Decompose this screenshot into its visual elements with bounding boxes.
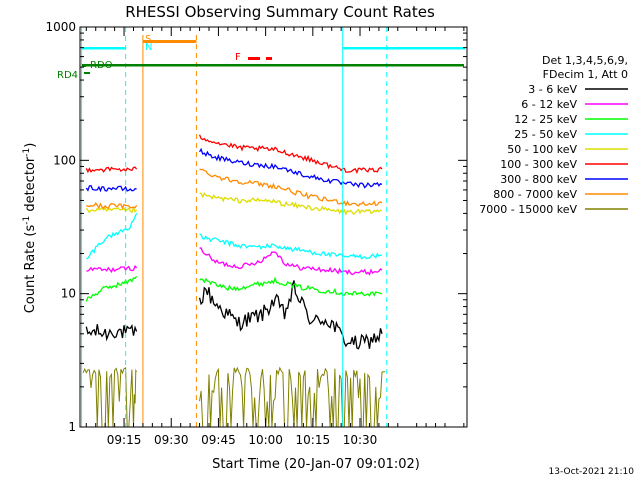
x-axis-label: Start Time (20-Jan-07 09:01:02) xyxy=(212,457,420,472)
legend-label-4: 50 - 100 keV xyxy=(507,143,577,156)
f-flag-dash-0 xyxy=(248,57,260,60)
series-2 xyxy=(85,275,383,302)
series-8-line-0 xyxy=(82,366,138,428)
series-7-line-1 xyxy=(199,168,383,207)
series-6-line-1 xyxy=(199,147,383,189)
x-axis: 09:15 09:30 09:45 10:00 10:15 10:30 xyxy=(85,27,465,447)
series-3 xyxy=(86,213,383,260)
flag-label-n: N xyxy=(145,42,152,53)
y-axis-label-part3: ) xyxy=(23,143,38,148)
y-tick-label-2: 100 xyxy=(53,153,76,167)
flag-label-s: S xyxy=(145,34,151,45)
overlay-layer: RD4 RDO SN F xyxy=(57,27,465,427)
x-tick-label-2: 09:45 xyxy=(201,433,236,447)
flag-label-rd4: RD4 xyxy=(57,70,78,81)
series-1 xyxy=(86,247,383,276)
y-axis-label-part1: Count Rate (s xyxy=(23,225,38,314)
series-5-line-1 xyxy=(198,134,383,175)
series-2-line-1 xyxy=(199,276,383,297)
y-axis: 1 10 100 1000 xyxy=(45,20,467,434)
series-6 xyxy=(85,147,383,193)
series-5 xyxy=(85,134,383,175)
plot-frame xyxy=(79,26,468,428)
y-tick-label-1: 10 xyxy=(61,287,76,301)
x-tick-label-0: 09:15 xyxy=(107,433,142,447)
legend-label-3: 25 - 50 keV xyxy=(514,128,577,141)
series-layer xyxy=(82,134,386,428)
legend-items: 3 - 6 keV 6 - 12 keV 12 - 25 keV 25 - 50 ke… xyxy=(479,83,628,216)
series-3-line-0 xyxy=(86,213,138,260)
n-flag-bar-right xyxy=(342,47,465,50)
n-flag-bar-left xyxy=(82,47,126,50)
series-4-line-0 xyxy=(85,206,138,214)
rdo-flag-marker xyxy=(82,64,86,67)
f-flag-dash-1 xyxy=(266,57,272,60)
footer-timestamp: 13-Oct-2021 21:10 xyxy=(549,467,635,477)
series-3-line-1 xyxy=(199,233,383,260)
y-axis-label-sup2: -1 xyxy=(22,148,32,157)
series-1-line-0 xyxy=(86,264,138,274)
s-flag-bar xyxy=(142,40,197,43)
flag-label-f: F xyxy=(235,52,241,63)
series-8-line-1 xyxy=(199,366,386,428)
legend-label-7: 800 - 7000 keV xyxy=(493,188,577,201)
y-axis-label-part2: detector xyxy=(23,156,38,216)
legend-header-line2: FDecim 1, Att 0 xyxy=(543,68,628,81)
chart-title: RHESSI Observing Summary Count Rates xyxy=(125,3,435,21)
legend-label-8: 7000 - 15000 keV xyxy=(479,203,577,216)
x-tick-label-4: 10:15 xyxy=(296,433,331,447)
y-axis-label: Count Rate (s-1 detector-1) xyxy=(22,143,38,314)
series-2-line-0 xyxy=(85,275,138,302)
x-tick-label-1: 09:30 xyxy=(154,433,189,447)
legend-label-6: 300 - 800 keV xyxy=(500,173,577,186)
legend-label-5: 100 - 300 keV xyxy=(500,158,577,171)
series-0-line-0 xyxy=(85,324,138,342)
x-tick-label-3: 10:00 xyxy=(248,433,283,447)
series-8 xyxy=(82,366,386,428)
series-5-line-0 xyxy=(85,166,138,174)
series-7-line-0 xyxy=(86,202,138,210)
rd4-flag-bar xyxy=(84,72,90,74)
series-7 xyxy=(86,168,383,210)
series-0 xyxy=(85,280,383,350)
legend-header-line1: Det 1,3,4,5,6,9, xyxy=(542,54,628,67)
legend-label-2: 12 - 25 keV xyxy=(514,113,577,126)
flag-label-rdo: RDO xyxy=(90,60,113,71)
series-4 xyxy=(85,192,383,216)
y-axis-label-sup1: -1 xyxy=(22,216,32,225)
series-0-line-1 xyxy=(198,280,383,350)
series-1-line-1 xyxy=(199,247,383,276)
series-4-line-1 xyxy=(199,192,383,216)
x-tick-label-5: 10:30 xyxy=(343,433,378,447)
rdo-flag-bar xyxy=(83,64,464,67)
series-6-line-0 xyxy=(85,184,137,193)
y-tick-label-3: 1000 xyxy=(45,20,76,34)
legend-label-1: 6 - 12 keV xyxy=(521,98,577,111)
y-tick-label-0: 1 xyxy=(68,420,76,434)
legend-label-0: 3 - 6 keV xyxy=(528,83,577,96)
legend: Det 1,3,4,5,6,9, FDecim 1, Att 0 3 - 6 k… xyxy=(479,54,628,216)
